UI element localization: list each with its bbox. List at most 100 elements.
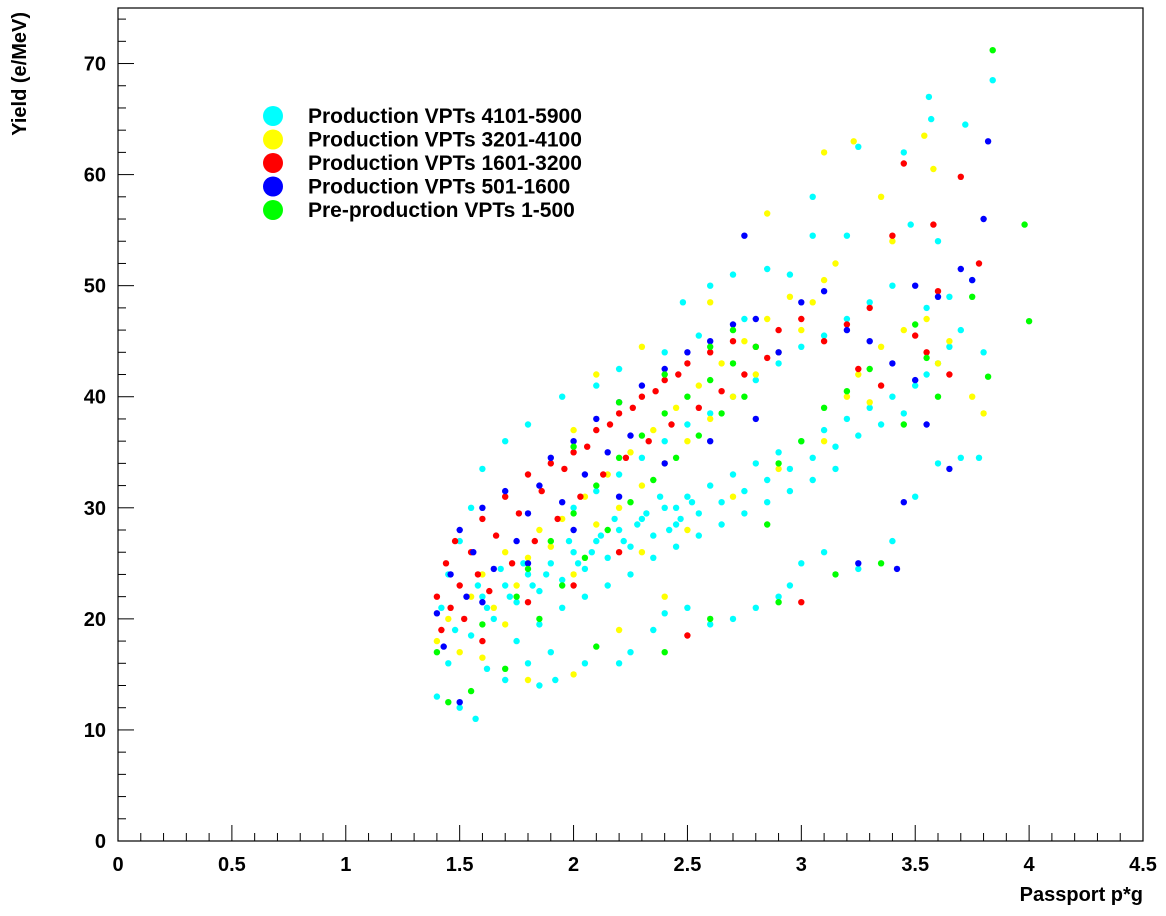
data-point-s0-59 <box>456 537 463 545</box>
data-point-s0-52 <box>615 365 623 373</box>
data-point-s0-5 <box>502 676 509 684</box>
data-point-s3-26 <box>752 315 759 323</box>
data-point-s0-149 <box>565 537 573 545</box>
data-point-s1-4 <box>479 571 486 578</box>
data-point-s4-5 <box>513 593 520 600</box>
data-point-s0-25 <box>912 493 919 500</box>
y-tick-label: 10 <box>84 720 106 742</box>
data-point-s0-53 <box>593 382 600 389</box>
data-point-s0-4 <box>483 665 491 672</box>
data-point-s2-6 <box>461 615 468 623</box>
data-point-s0-86 <box>729 471 737 478</box>
data-point-s1-0 <box>433 637 441 645</box>
data-point-s3-21 <box>661 365 668 373</box>
data-point-s0-122 <box>570 504 577 511</box>
data-point-s4-4 <box>502 665 509 672</box>
data-point-s3-3 <box>456 526 463 534</box>
data-point-s0-70 <box>547 560 554 567</box>
data-point-s0-7 <box>536 682 543 689</box>
x-tick-label: 2 <box>568 854 579 876</box>
data-point-s1-1 <box>445 615 452 623</box>
data-point-s2-43 <box>764 354 771 362</box>
data-point-s1-52 <box>524 676 532 684</box>
data-point-s0-72 <box>570 549 577 556</box>
x-tick-label: 3.5 <box>901 854 929 876</box>
data-point-s1-45 <box>764 210 771 217</box>
data-point-s0-23 <box>855 565 862 573</box>
data-point-s0-16 <box>707 621 714 628</box>
data-point-s4-24 <box>729 360 737 367</box>
data-point-s3-23 <box>707 338 714 345</box>
data-point-s0-121 <box>832 465 839 473</box>
data-point-s2-56 <box>946 371 953 378</box>
data-point-s0-57 <box>479 465 486 473</box>
data-point-s1-12 <box>570 571 577 578</box>
data-point-s0-139 <box>666 526 673 534</box>
data-point-s0-69 <box>536 587 543 595</box>
data-point-s3-2 <box>447 571 454 578</box>
data-point-s4-44 <box>593 643 600 650</box>
data-point-s3-0 <box>433 610 441 617</box>
data-point-s0-74 <box>593 537 600 545</box>
legend-label: Production VPTs 4101-5900 <box>308 105 582 128</box>
data-point-s0-79 <box>650 532 657 539</box>
data-point-s1-51 <box>889 238 896 245</box>
data-point-s0-31 <box>962 121 969 128</box>
data-point-s0-19 <box>775 593 782 600</box>
data-point-s1-44 <box>934 360 942 367</box>
data-point-s2-59 <box>855 365 862 373</box>
data-point-s0-93 <box>809 454 816 461</box>
data-point-s4-12 <box>593 482 600 489</box>
data-point-s2-60 <box>684 632 691 639</box>
data-point-s1-57 <box>502 621 509 628</box>
data-point-s4-21 <box>695 432 702 439</box>
data-point-s1-15 <box>604 471 611 478</box>
data-point-s0-117 <box>741 510 748 517</box>
data-point-s1-61 <box>775 465 782 473</box>
data-point-s1-19 <box>650 426 657 434</box>
data-point-s4-20 <box>684 393 691 400</box>
x-tick-label: 0.5 <box>218 854 246 876</box>
data-point-s2-37 <box>695 404 702 411</box>
data-point-s2-33 <box>661 376 668 384</box>
data-point-s0-12 <box>627 649 634 656</box>
data-point-s1-29 <box>764 315 771 323</box>
data-point-s0-147 <box>588 549 595 556</box>
data-point-s3-1 <box>440 643 447 650</box>
data-point-s1-3 <box>467 593 475 600</box>
data-point-s0-32 <box>925 93 933 101</box>
data-point-s0-84 <box>707 482 714 489</box>
data-point-s2-3 <box>447 604 454 611</box>
data-point-s0-27 <box>957 454 964 461</box>
data-point-s0-100 <box>889 393 896 400</box>
data-point-s0-110 <box>581 593 589 600</box>
data-point-s0-115 <box>695 532 702 539</box>
data-point-s3-36 <box>946 465 953 473</box>
data-point-s0-131 <box>775 360 782 367</box>
data-point-s3-7 <box>490 565 497 573</box>
data-point-s4-22 <box>707 376 714 384</box>
data-point-s1-2 <box>456 649 463 656</box>
data-point-s1-9 <box>536 526 543 534</box>
data-point-s4-45 <box>707 615 714 623</box>
data-point-s3-39 <box>984 138 992 145</box>
data-point-s1-62 <box>820 438 828 445</box>
data-point-s2-45 <box>798 315 805 323</box>
data-point-s2-65 <box>479 637 486 645</box>
data-point-s4-19 <box>672 454 680 461</box>
data-point-s3-32 <box>889 360 896 367</box>
data-point-s4-13 <box>604 526 611 534</box>
data-point-s2-51 <box>930 221 937 228</box>
data-point-s1-16 <box>615 504 623 511</box>
data-point-s4-47 <box>832 571 839 578</box>
data-points-layer <box>433 47 1033 722</box>
data-point-s0-145 <box>611 515 618 523</box>
data-point-s4-39 <box>1021 221 1028 228</box>
data-point-s0-56 <box>502 438 509 445</box>
data-point-s0-38 <box>843 232 851 239</box>
data-point-s4-30 <box>820 404 828 411</box>
x-tick-label: 3 <box>796 854 807 876</box>
data-point-s4-15 <box>627 499 634 506</box>
data-point-s0-119 <box>786 487 794 495</box>
data-point-s0-73 <box>581 565 589 573</box>
